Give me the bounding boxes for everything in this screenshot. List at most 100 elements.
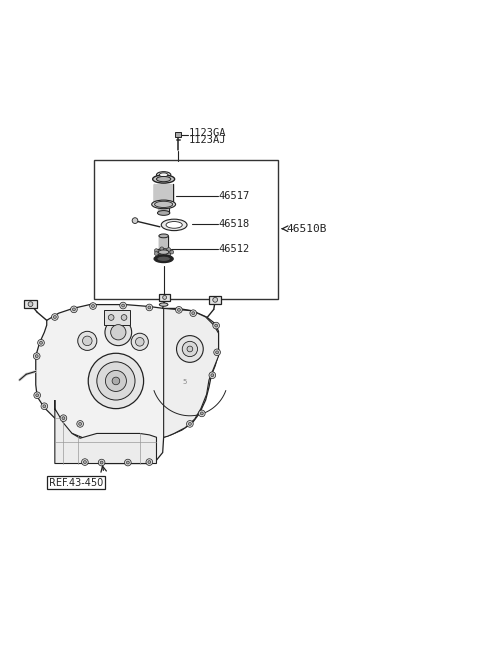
Ellipse shape <box>166 221 182 228</box>
Text: 46518: 46518 <box>218 219 250 229</box>
Ellipse shape <box>155 201 173 208</box>
Circle shape <box>170 250 174 254</box>
Circle shape <box>41 403 48 409</box>
Circle shape <box>51 314 58 320</box>
Circle shape <box>88 353 144 409</box>
Circle shape <box>120 302 126 309</box>
Circle shape <box>200 412 203 415</box>
Circle shape <box>112 377 120 384</box>
Circle shape <box>78 331 97 350</box>
Polygon shape <box>164 309 218 438</box>
Circle shape <box>160 253 164 257</box>
Circle shape <box>97 362 135 400</box>
Circle shape <box>215 324 217 327</box>
Ellipse shape <box>156 172 171 178</box>
Ellipse shape <box>158 250 169 254</box>
Ellipse shape <box>157 210 170 215</box>
Text: 46512: 46512 <box>218 244 250 253</box>
Circle shape <box>92 305 95 307</box>
Circle shape <box>71 306 77 312</box>
Circle shape <box>178 309 180 311</box>
Circle shape <box>216 351 218 354</box>
Circle shape <box>209 372 216 379</box>
Ellipse shape <box>161 219 187 231</box>
Circle shape <box>146 304 153 310</box>
Circle shape <box>83 336 92 346</box>
Circle shape <box>111 325 126 340</box>
Circle shape <box>98 459 105 466</box>
Text: 1123GA: 1123GA <box>189 128 227 138</box>
Circle shape <box>53 316 56 318</box>
Circle shape <box>100 461 103 464</box>
Bar <box>209 296 221 304</box>
Circle shape <box>34 392 40 399</box>
Text: 1123AJ: 1123AJ <box>189 136 227 145</box>
Circle shape <box>177 335 203 362</box>
Circle shape <box>213 322 219 329</box>
Ellipse shape <box>153 175 175 183</box>
Circle shape <box>163 295 167 299</box>
Bar <box>104 310 130 325</box>
Circle shape <box>121 314 127 320</box>
Circle shape <box>62 417 65 420</box>
Circle shape <box>79 422 82 425</box>
Ellipse shape <box>156 176 171 181</box>
Circle shape <box>108 314 114 320</box>
Bar <box>154 184 173 204</box>
Bar <box>159 236 168 253</box>
Bar <box>175 132 181 137</box>
Circle shape <box>192 312 195 314</box>
Ellipse shape <box>154 255 173 263</box>
Circle shape <box>60 415 67 422</box>
Circle shape <box>126 461 129 464</box>
Circle shape <box>35 355 38 358</box>
Circle shape <box>190 310 197 316</box>
Circle shape <box>214 349 220 356</box>
Text: 46510B: 46510B <box>287 224 327 234</box>
Circle shape <box>124 459 131 466</box>
Circle shape <box>82 458 88 466</box>
Circle shape <box>167 248 170 252</box>
Ellipse shape <box>152 200 176 209</box>
Circle shape <box>36 394 38 397</box>
Circle shape <box>148 460 151 464</box>
Circle shape <box>39 341 42 345</box>
Circle shape <box>155 249 158 253</box>
Circle shape <box>121 304 124 307</box>
Ellipse shape <box>159 303 168 307</box>
Circle shape <box>187 346 193 352</box>
Circle shape <box>135 337 144 346</box>
Circle shape <box>105 319 132 346</box>
Circle shape <box>155 252 158 255</box>
Text: REF.43-450: REF.43-450 <box>49 477 103 487</box>
Circle shape <box>37 339 44 346</box>
Circle shape <box>72 308 75 310</box>
Circle shape <box>146 458 153 466</box>
Circle shape <box>189 422 192 425</box>
Circle shape <box>187 421 193 427</box>
Ellipse shape <box>156 249 172 255</box>
Polygon shape <box>55 400 156 464</box>
Circle shape <box>132 217 138 223</box>
Circle shape <box>167 253 170 257</box>
Circle shape <box>77 421 84 427</box>
Bar <box>95 160 278 299</box>
Bar <box>159 293 170 301</box>
Bar <box>158 204 169 213</box>
Text: 5: 5 <box>183 379 187 385</box>
Circle shape <box>213 297 217 302</box>
Circle shape <box>90 303 96 309</box>
Circle shape <box>176 307 182 313</box>
Circle shape <box>199 410 205 417</box>
Bar <box>24 300 36 309</box>
Circle shape <box>131 333 148 350</box>
Circle shape <box>106 371 126 392</box>
Ellipse shape <box>159 234 168 238</box>
Circle shape <box>148 306 151 309</box>
Ellipse shape <box>159 173 168 177</box>
Circle shape <box>182 341 198 356</box>
Ellipse shape <box>157 256 170 261</box>
Text: 46517: 46517 <box>218 191 250 201</box>
Polygon shape <box>36 305 218 464</box>
Circle shape <box>211 374 214 377</box>
